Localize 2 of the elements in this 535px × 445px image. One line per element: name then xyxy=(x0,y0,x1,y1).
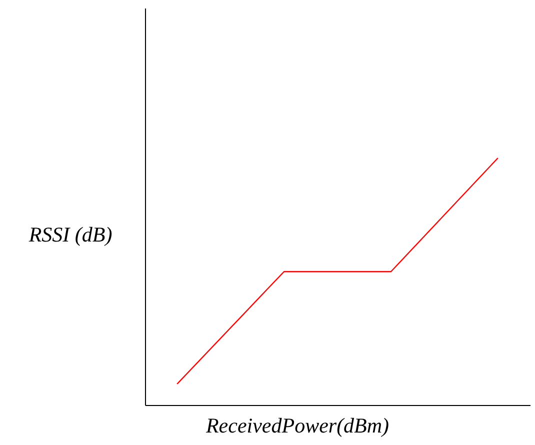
y-axis-title: RSSI (dB) xyxy=(28,222,112,246)
x-axis-title: ReceivedPower(dBm) xyxy=(204,414,390,438)
